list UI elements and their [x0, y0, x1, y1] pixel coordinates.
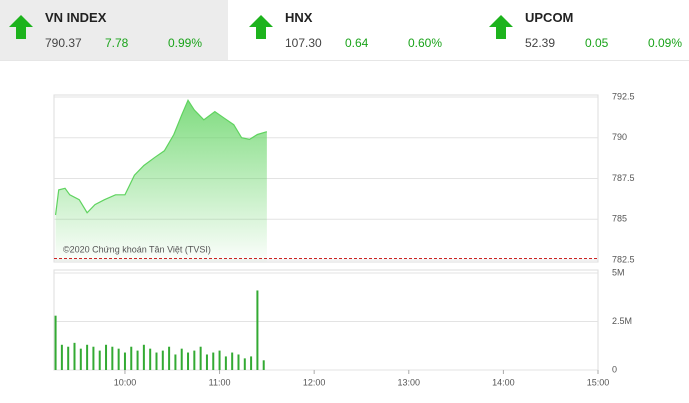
watermark: ©2020 Chứng khoán Tân Việt (TVSI): [63, 244, 211, 254]
volume-bar: [218, 350, 221, 370]
y-tick-label: 782.5: [612, 254, 635, 264]
x-tick-label: 15:00: [587, 377, 610, 387]
volume-bar: [54, 315, 57, 370]
index-tile[interactable]: UPCOM 52.39 0.05 0.09%: [480, 0, 689, 60]
volume-bar: [136, 350, 139, 370]
index-header: VN INDEX 790.37 7.78 0.99% HNX 107.30 0.64 0.60…: [0, 0, 689, 61]
volume-bar: [73, 342, 76, 370]
volume-bar: [193, 350, 196, 370]
volume-bar: [212, 352, 215, 370]
volume-bar: [149, 348, 152, 370]
index-name: VN INDEX: [45, 10, 107, 25]
volume-bar: [250, 356, 253, 370]
volume-bar: [123, 352, 126, 370]
index-tile[interactable]: VN INDEX 790.37 7.78 0.99%: [0, 0, 228, 60]
volume-bar: [79, 348, 82, 370]
x-tick-label: 12:00: [303, 377, 326, 387]
index-value: 790.37: [45, 36, 82, 50]
index-percent: 0.09%: [648, 36, 683, 50]
volume-bar: [111, 346, 114, 370]
index-change: 7.78: [105, 36, 129, 50]
volume-bar: [256, 290, 259, 370]
volume-bar: [262, 360, 265, 370]
x-tick-label: 13:00: [398, 377, 421, 387]
volume-bar: [67, 346, 70, 370]
index-tile[interactable]: HNX 107.30 0.64 0.60%: [240, 0, 468, 60]
volume-bar: [199, 346, 202, 370]
index-value: 107.30: [285, 36, 322, 50]
volume-bar: [92, 346, 95, 370]
volume-bar: [98, 350, 101, 370]
y-tick-label: 2.5M: [612, 316, 632, 326]
y-tick-label: 785: [612, 214, 627, 224]
index-name: UPCOM: [525, 10, 574, 25]
y-tick-label: 0: [612, 364, 617, 374]
index-value: 52.39: [525, 36, 556, 50]
volume-bar: [224, 356, 227, 370]
volume-bar: [142, 344, 145, 370]
volume-bar: [86, 344, 89, 370]
volume-bar: [243, 358, 246, 370]
y-tick-label: 5M: [612, 267, 625, 277]
volume-bar: [237, 354, 240, 370]
index-percent: 0.60%: [408, 36, 443, 50]
up-arrow: [9, 15, 33, 39]
volume-bar: [130, 346, 133, 370]
index-change: 0.05: [585, 36, 609, 50]
volume-bar: [155, 352, 158, 370]
x-tick-label: 14:00: [492, 377, 515, 387]
index-percent: 0.99%: [168, 36, 203, 50]
index-change: 0.64: [345, 36, 369, 50]
volume-bar: [180, 348, 183, 370]
x-tick-label: 10:00: [114, 377, 137, 387]
volume-bar: [174, 354, 177, 370]
volume-bar: [161, 350, 164, 370]
volume-bar: [60, 344, 63, 370]
price-area: [55, 100, 267, 262]
up-arrow: [249, 15, 273, 39]
volume-bar: [168, 346, 171, 370]
volume-bar: [117, 348, 120, 370]
y-tick-label: 790: [612, 132, 627, 142]
volume-bar: [205, 354, 208, 370]
volume-bar: [187, 352, 190, 370]
price-line: [54, 98, 268, 216]
volume-bar: [105, 344, 108, 370]
index-name: HNX: [285, 10, 313, 25]
y-tick-label: 787.5: [612, 173, 635, 183]
up-arrow: [489, 15, 513, 39]
volume-bar: [231, 352, 234, 370]
plot-frame: [53, 269, 599, 371]
y-tick-label: 792.5: [612, 91, 635, 101]
x-tick-label: 11:00: [209, 377, 231, 387]
